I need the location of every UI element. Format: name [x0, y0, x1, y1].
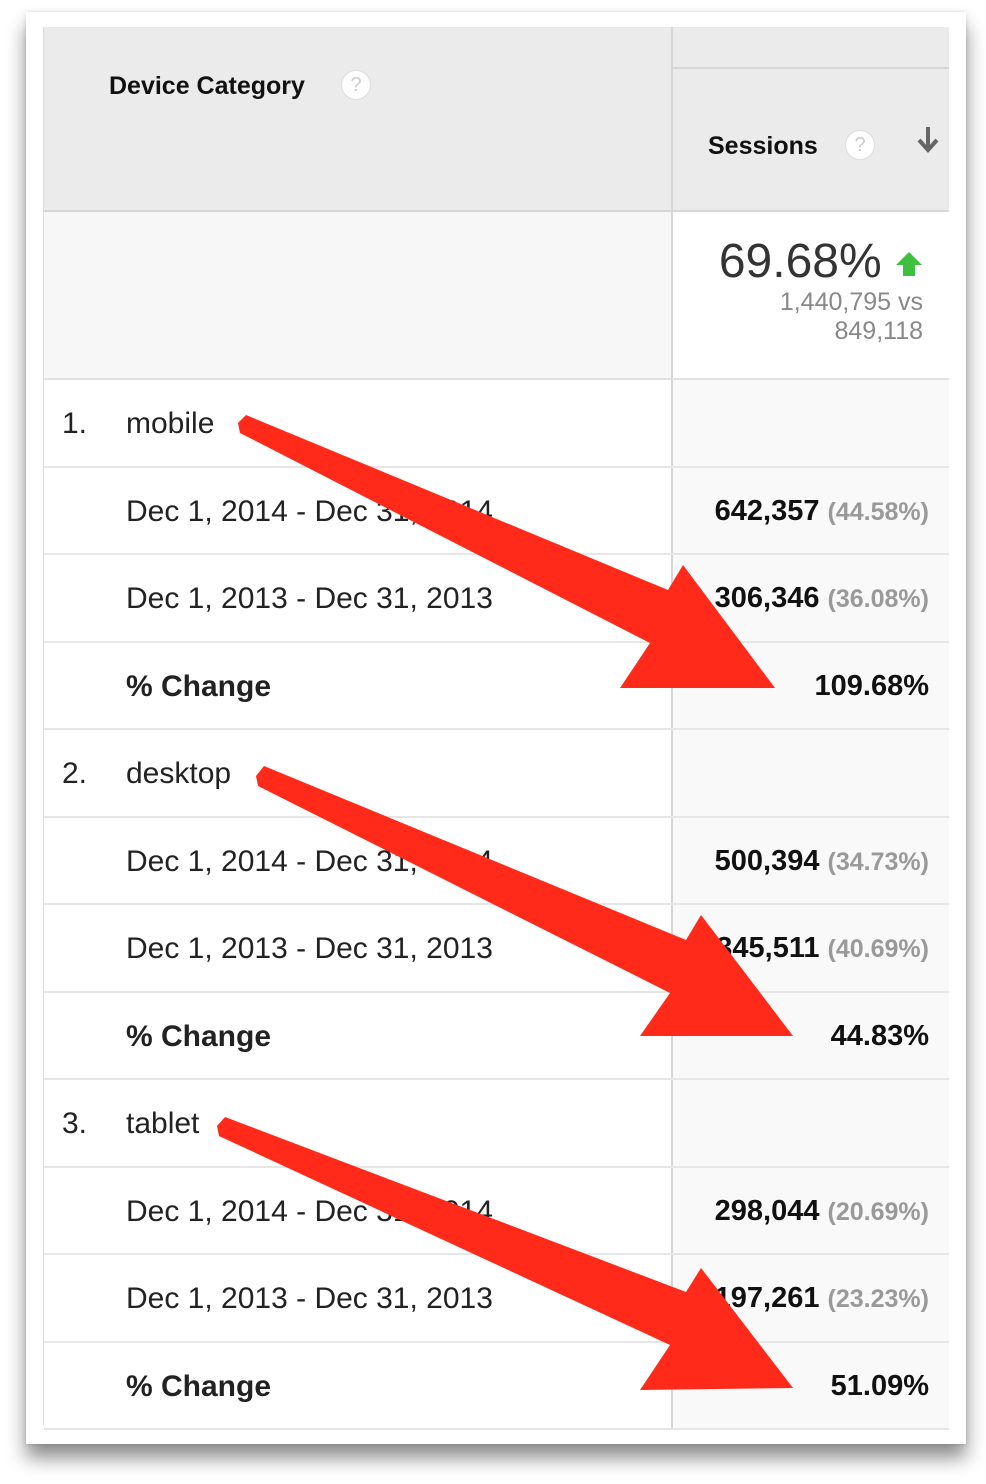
header-sessions[interactable]: Sessions ? [671, 27, 949, 212]
comparison-line1: 1,440,795 vs [779, 288, 923, 316]
percent-change-label: % Change [126, 1369, 272, 1403]
row-index: 3. [62, 1107, 88, 1140]
date-range-label: Dec 1, 2013 - Dec 31, 2013 [126, 1282, 493, 1315]
metric-label: Sessions [708, 132, 818, 160]
percent-change-row[interactable]: % Change 51.09% [44, 1342, 949, 1430]
date-range-label: Dec 1, 2013 - Dec 31, 2013 [126, 582, 493, 615]
percent-change-label: % Change [126, 669, 272, 703]
percent-change-label: % Change [126, 1019, 272, 1053]
percent-change-value: 109.68% [814, 669, 930, 702]
date-range-row[interactable]: Dec 1, 2013 - Dec 31, 2013 197,261 (23.23… [44, 1255, 949, 1343]
sessions-value: 298,044 [714, 1194, 820, 1227]
question-circle-icon[interactable]: ? [845, 130, 875, 160]
sessions-value: 306,346 [714, 582, 820, 614]
comparison-line2: 849,118 [834, 317, 923, 345]
percent-change-row[interactable]: % Change 44.83% [44, 992, 949, 1080]
sessions-percent: (40.69%) [827, 935, 929, 963]
header-dimension[interactable]: Device Category ? [44, 27, 671, 212]
summary-change: 69.68% [718, 235, 882, 288]
red-arrow-mobile [238, 415, 775, 688]
sessions-value: 500,394 [714, 844, 820, 877]
arrow-down-icon[interactable] [913, 125, 943, 155]
question-circle-icon[interactable]: ? [341, 70, 371, 100]
device-name[interactable]: mobile [126, 407, 215, 440]
arrow-up-icon [896, 252, 922, 277]
device-name[interactable]: desktop [126, 757, 232, 790]
group-row[interactable]: 3. tablet [44, 1080, 949, 1168]
summary-sessions: 69.68% 1,440,795 vs 849,118 [671, 212, 949, 380]
date-range-row[interactable]: Dec 1, 2014 - Dec 31, 2014 642,357 (44.58… [44, 467, 949, 555]
percent-change-value: 51.09% [830, 1369, 929, 1402]
red-arrow-tablet [217, 1117, 793, 1390]
sessions-percent: (23.23%) [827, 1285, 929, 1313]
date-range-row[interactable]: Dec 1, 2013 - Dec 31, 2013 306,346 (36.08… [44, 555, 949, 643]
report-table: Device Category ? Sessions ? 69.68% 1,44… [43, 27, 949, 1430]
row-index: 1. [62, 407, 88, 440]
date-range-row[interactable]: Dec 1, 2013 - Dec 31, 2013 345,511 (40.69… [44, 905, 949, 993]
sessions-percent: (20.69%) [827, 1197, 929, 1226]
summary-empty [44, 212, 671, 380]
sessions-value: 642,357 [714, 494, 820, 527]
sessions-percent: (44.58%) [827, 497, 929, 526]
group-row[interactable]: 2. desktop [44, 730, 949, 818]
group-row[interactable]: 1. mobile [44, 380, 949, 468]
device-name[interactable]: tablet [126, 1107, 200, 1140]
red-arrow-desktop [256, 766, 793, 1036]
sessions-percent: (36.08%) [827, 585, 929, 613]
row-index: 2. [62, 757, 88, 790]
date-range-label: Dec 1, 2013 - Dec 31, 2013 [126, 932, 493, 965]
sessions-percent: (34.73%) [827, 847, 929, 876]
dimension-label: Device Category [109, 72, 305, 100]
percent-change-value: 44.83% [830, 1019, 929, 1052]
